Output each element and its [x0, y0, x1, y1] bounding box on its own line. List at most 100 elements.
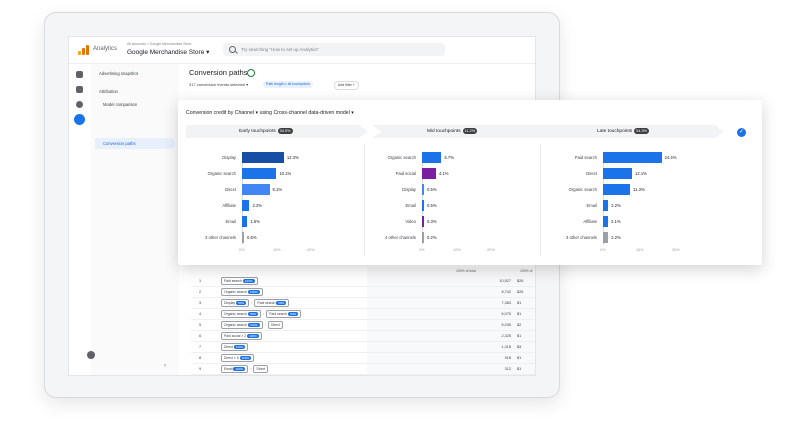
settings-icon[interactable] — [87, 351, 95, 359]
table-row[interactable]: 5 Organic search 100% › Direct 5,035 $2 — [191, 319, 535, 331]
revenue-value: $1 — [517, 334, 522, 338]
sidebar-active-highlight — [95, 138, 175, 149]
value-label: 0.5% — [427, 187, 437, 192]
stage-label: Early touchpoints 34.5% — [239, 128, 293, 134]
reports-icon[interactable] — [76, 86, 83, 93]
dimension-selector[interactable]: Channel ▾ — [234, 110, 259, 116]
value-label: 24.4% — [664, 155, 677, 160]
x-axis-baseline — [242, 152, 243, 245]
step-credit-badge: 100% — [233, 366, 246, 371]
bar[interactable] — [422, 168, 436, 179]
card-title: Conversion credit by Channel ▾ using Cro… — [186, 110, 354, 116]
path-arrow-icon: › — [262, 311, 265, 316]
value-label: 4.1% — [438, 171, 449, 176]
bar[interactable] — [603, 232, 609, 243]
x-axis-baseline — [603, 152, 604, 245]
bar[interactable] — [422, 216, 424, 227]
search-placeholder: Try searching "How to set up Analytics" — [241, 47, 320, 52]
table-row[interactable]: 4 Organic search 50% › Paid search 50% 6,075… — [191, 308, 535, 320]
step-credit-badge: 100% — [247, 333, 259, 338]
table-row[interactable]: 7 Direct 100% 1,318 $3 — [191, 341, 535, 353]
sidebar-section-attribution[interactable]: Attribution — [99, 89, 118, 94]
verified-icon — [247, 69, 255, 77]
value-label: 2.1% — [611, 219, 621, 224]
stage-label: Late touchpoints 54.3% — [597, 128, 649, 134]
events-filter[interactable]: 317 conversion events selected ▾ — [189, 82, 249, 87]
credit-panel-3: Paid search 24.4% Direct 12.1% Organic searc… — [540, 144, 736, 256]
category-label: Organic search — [568, 187, 597, 192]
x-tick-label: 30% — [672, 248, 680, 252]
revenue-value: $1 — [517, 312, 522, 316]
path-length-chip[interactable]: Path length ≥ all touchpoints — [263, 81, 313, 88]
path-step: Direct — [267, 320, 283, 329]
conversion-path: Paid search 100% — [221, 276, 258, 285]
row-index: 9 — [199, 367, 202, 371]
table-row[interactable]: 2 Organic search 100% 8,742 $26 — [191, 286, 535, 298]
sidebar-item-conversion-paths[interactable]: Conversion paths — [103, 141, 136, 146]
sidebar-item-snapshot[interactable]: Advertising snapshot — [99, 71, 138, 76]
category-label: Organic search — [207, 171, 236, 176]
x-axis-baseline — [422, 152, 423, 245]
revenue-value: $1 — [517, 367, 522, 371]
explore-icon[interactable] — [76, 101, 83, 108]
bar[interactable] — [242, 216, 248, 227]
bar[interactable] — [242, 152, 284, 163]
revenue-value: $3 — [517, 345, 522, 349]
search-input[interactable]: Try searching "How to set up Analytics" — [223, 43, 445, 56]
collapse-sidebar-icon[interactable]: ‹ — [164, 363, 166, 369]
conversion-path: Organic search 50% › Paid search 50% — [221, 309, 302, 318]
advertising-icon[interactable] — [74, 114, 85, 125]
add-filter-button[interactable]: Add filter + — [334, 81, 359, 90]
row-index: 5 — [199, 323, 202, 327]
table-row[interactable]: 1 Paid search 100% 10,927 $26 — [191, 275, 535, 287]
conversions-value: 2,325 — [501, 334, 511, 338]
value-label: 1.6% — [250, 219, 260, 224]
conversions-value: 918 — [504, 356, 511, 360]
bar[interactable] — [603, 168, 633, 179]
revenue-value: $1 — [517, 301, 522, 305]
conversion-path: Direct × 5 100% — [221, 353, 255, 362]
x-tick-label: 10% — [453, 248, 461, 252]
sidebar: Advertising snapshot Attribution Model c… — [91, 64, 179, 375]
category-label: Direct — [586, 171, 597, 176]
value-label: 0.5% — [427, 203, 437, 208]
property-selector[interactable]: Google Merchandise Store ▾ — [127, 49, 210, 56]
bar[interactable] — [242, 168, 277, 179]
revenue-value: $1 — [517, 356, 522, 360]
bar[interactable] — [422, 232, 424, 243]
value-label: 12.3% — [286, 155, 299, 160]
sidebar-item-model-comparison[interactable]: Model comparison — [103, 102, 138, 107]
value-label: 0.5% — [247, 235, 257, 240]
bar[interactable] — [603, 200, 609, 211]
bar[interactable] — [603, 216, 609, 227]
table-row[interactable]: 6 Paid social × 2 100% 2,325 $1 — [191, 330, 535, 342]
bar[interactable] — [422, 184, 424, 195]
conversion-path: Organic search 100% › Direct — [221, 320, 283, 329]
category-label: Affiliate — [583, 219, 597, 224]
category-label: Email — [405, 203, 416, 208]
bar[interactable] — [242, 232, 244, 243]
value-label: 0.2% — [427, 235, 437, 240]
table-row[interactable]: 3 Display 50% › Paid search 50% 7,383 $1 — [191, 297, 535, 309]
table-row[interactable]: 9 Email 100% › Direct 312 $1 — [191, 363, 535, 375]
value-label: 2.2% — [611, 235, 621, 240]
path-step: Direct — [253, 364, 269, 373]
breadcrumb[interactable]: All accounts > Google Merchandise Store — [127, 42, 192, 46]
bar[interactable] — [422, 152, 442, 163]
bar[interactable] — [603, 184, 631, 195]
bar[interactable] — [603, 152, 662, 163]
card-title-prefix: Conversion credit by — [186, 110, 234, 116]
bar[interactable] — [242, 200, 250, 211]
home-icon[interactable] — [76, 71, 83, 78]
bar[interactable] — [422, 200, 424, 211]
step-credit-badge: 100% — [242, 278, 255, 283]
stage-2: Mid touchpoints 11.2% — [372, 125, 558, 138]
stage-1: Early touchpoints 34.5% — [186, 125, 368, 138]
value-label: 5.7% — [444, 155, 454, 160]
bar[interactable] — [242, 184, 270, 195]
model-selector[interactable]: Cross-channel data-driven model ▾ — [273, 110, 354, 116]
table-row[interactable]: 8 Direct × 5 100% 918 $1 — [191, 352, 535, 364]
row-index: 1 — [199, 279, 202, 283]
conversion-path: Direct 100% — [221, 342, 249, 351]
conversions-value: 1,318 — [501, 345, 511, 349]
